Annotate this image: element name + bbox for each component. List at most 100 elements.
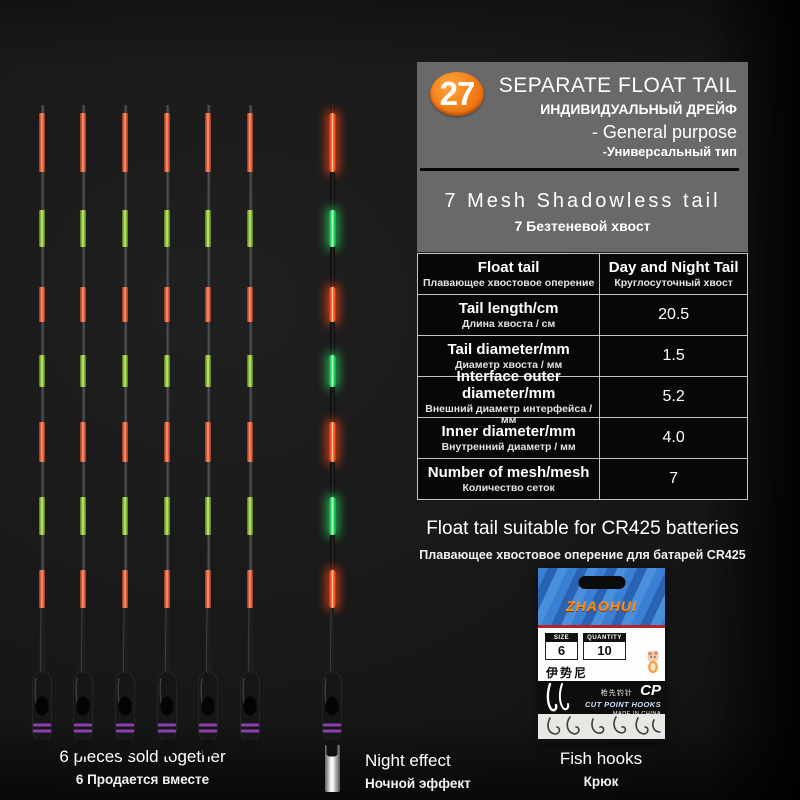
spec-value: 1.5 [662,347,685,364]
float-segment-orange [122,422,128,462]
float-segment-orange [328,287,336,322]
float-segment-green [247,355,253,387]
hook-model-cn: 伊势尼 [546,666,589,680]
float-segment-orange [39,113,45,172]
float-segment-dark [205,322,211,355]
float-segment-green [39,210,45,247]
float-segment-dark [205,387,211,422]
float-segment-orange [205,113,211,172]
caption-night-ru: Ночной эффект [365,776,471,791]
spec-label-en: Inner diameter/mm [441,422,576,440]
spec-value: 7 [669,470,679,487]
divider-line [420,168,739,171]
size-label: SIZE [545,633,578,642]
float-segment-dark [329,387,335,422]
float-segment-orange [328,570,336,608]
caption-night-en: Night effect [365,751,451,770]
float-segment-green [80,355,86,387]
hook-silhouettes [546,683,570,712]
hook-type-cn: 枪先钓针 [600,690,633,697]
float-segment-dark [329,172,335,210]
quantity-label: QUANTITY [583,633,626,642]
caption-pieces-en: 6 pieces sold together [59,747,226,766]
hook-type-en: CUT POINT HOOKS [584,700,661,709]
spec-value: 5.2 [662,388,685,405]
product-title: SEPARATE FLOAT TAIL [498,74,737,97]
spec-label-ru: Внутренний диаметр / мм [441,441,576,453]
float-segment-dark [205,105,211,113]
package-black-band: 枪先钓针 CP CUT POINT HOOKS MADE IN CHINA [538,681,665,716]
float-segment-dark [122,322,128,355]
fish-hook-package: ZHAOHUI SIZE 6 QUANTITY 10 [538,568,665,742]
float-segment-green [164,355,170,387]
float-segment-green [164,497,170,535]
float-segment-dark [122,105,128,113]
float-segment-orange [328,113,336,172]
float-segment-orange [39,570,45,608]
float-segment-orange [164,113,170,172]
float-segment-orange [205,422,211,462]
float-segment-dark [164,462,170,497]
float-segment-orange [328,422,336,462]
float-segment-dark [80,387,86,422]
caption-hooks-en: Fish hooks [559,749,643,768]
spec-value: 4.0 [662,429,685,446]
mascot-illustration [645,650,661,681]
float-tail [30,105,54,758]
float-segment-green [328,355,336,387]
float-segment-dark [164,172,170,210]
float-segment-orange [164,422,170,462]
battery-note-en: Float tail suitable for CR425 batteries [426,518,739,539]
float-connector-base [32,608,52,757]
spec-row: Inner diameter/mm Внутренний диаметр / м… [418,417,747,458]
spec-label-en: Tail length/cm [458,299,559,317]
float-segment-dark [247,172,253,210]
float-segment-green [205,497,211,535]
purpose-en: - General purpose [591,122,737,142]
float-segment-dark [80,105,86,113]
spec-col1-ru: Плавающее хвостовое оперение [422,277,595,289]
battery-note: Float tail suitable for CR425 batteries … [417,518,748,562]
float-segment-orange [247,287,253,322]
float-segment-orange [80,570,86,608]
float-tail-night [320,105,344,792]
float-segment-orange [39,287,45,322]
float-segment-green [122,355,128,387]
float-segment-dark [122,172,128,210]
float-segment-dark [247,105,253,113]
float-segment-green [39,497,45,535]
spec-label-en: Tail diameter/mm [447,340,570,358]
spec-label-ru: Внешний диаметр интерфейса / мм [425,403,593,426]
float-connector-base [322,608,342,757]
float-segment-dark [329,322,335,355]
float-segment-dark [164,105,170,113]
spec-table: Float tail Плавающее хвостовое оперение … [417,253,748,500]
float-segment-dark [80,172,86,210]
float-tail [238,105,262,758]
float-segment-green [122,210,128,247]
float-segment-dark [39,247,45,287]
float-segment-orange [122,570,128,608]
hooks-window [538,714,665,739]
float-segment-dark [80,322,86,355]
float-segment-orange [247,570,253,608]
float-segment-dark [247,247,253,287]
float-segment-dark [39,105,45,113]
battery-note-ru: Плавающее хвостовое оперение для батарей… [419,548,746,562]
float-segment-dark [329,535,335,570]
float-segment-dark [164,387,170,422]
caption-fish-hooks: Fish hooks Крюк [540,750,662,789]
float-segment-green [122,497,128,535]
float-connector-base [115,608,135,757]
float-segment-dark [205,535,211,570]
spec-label-en: Interface outer diameter/mm [456,368,561,402]
float-segment-green [164,210,170,247]
float-segment-green [205,210,211,247]
float-segment-green [80,210,86,247]
float-connector-base [198,608,218,757]
number-badge: 27 [430,72,484,116]
float-segment-dark [39,172,45,210]
spec-col2-en: Day and Night Tail [608,258,739,276]
spec-header-row: Float tail Плавающее хвостовое оперение … [418,254,747,294]
